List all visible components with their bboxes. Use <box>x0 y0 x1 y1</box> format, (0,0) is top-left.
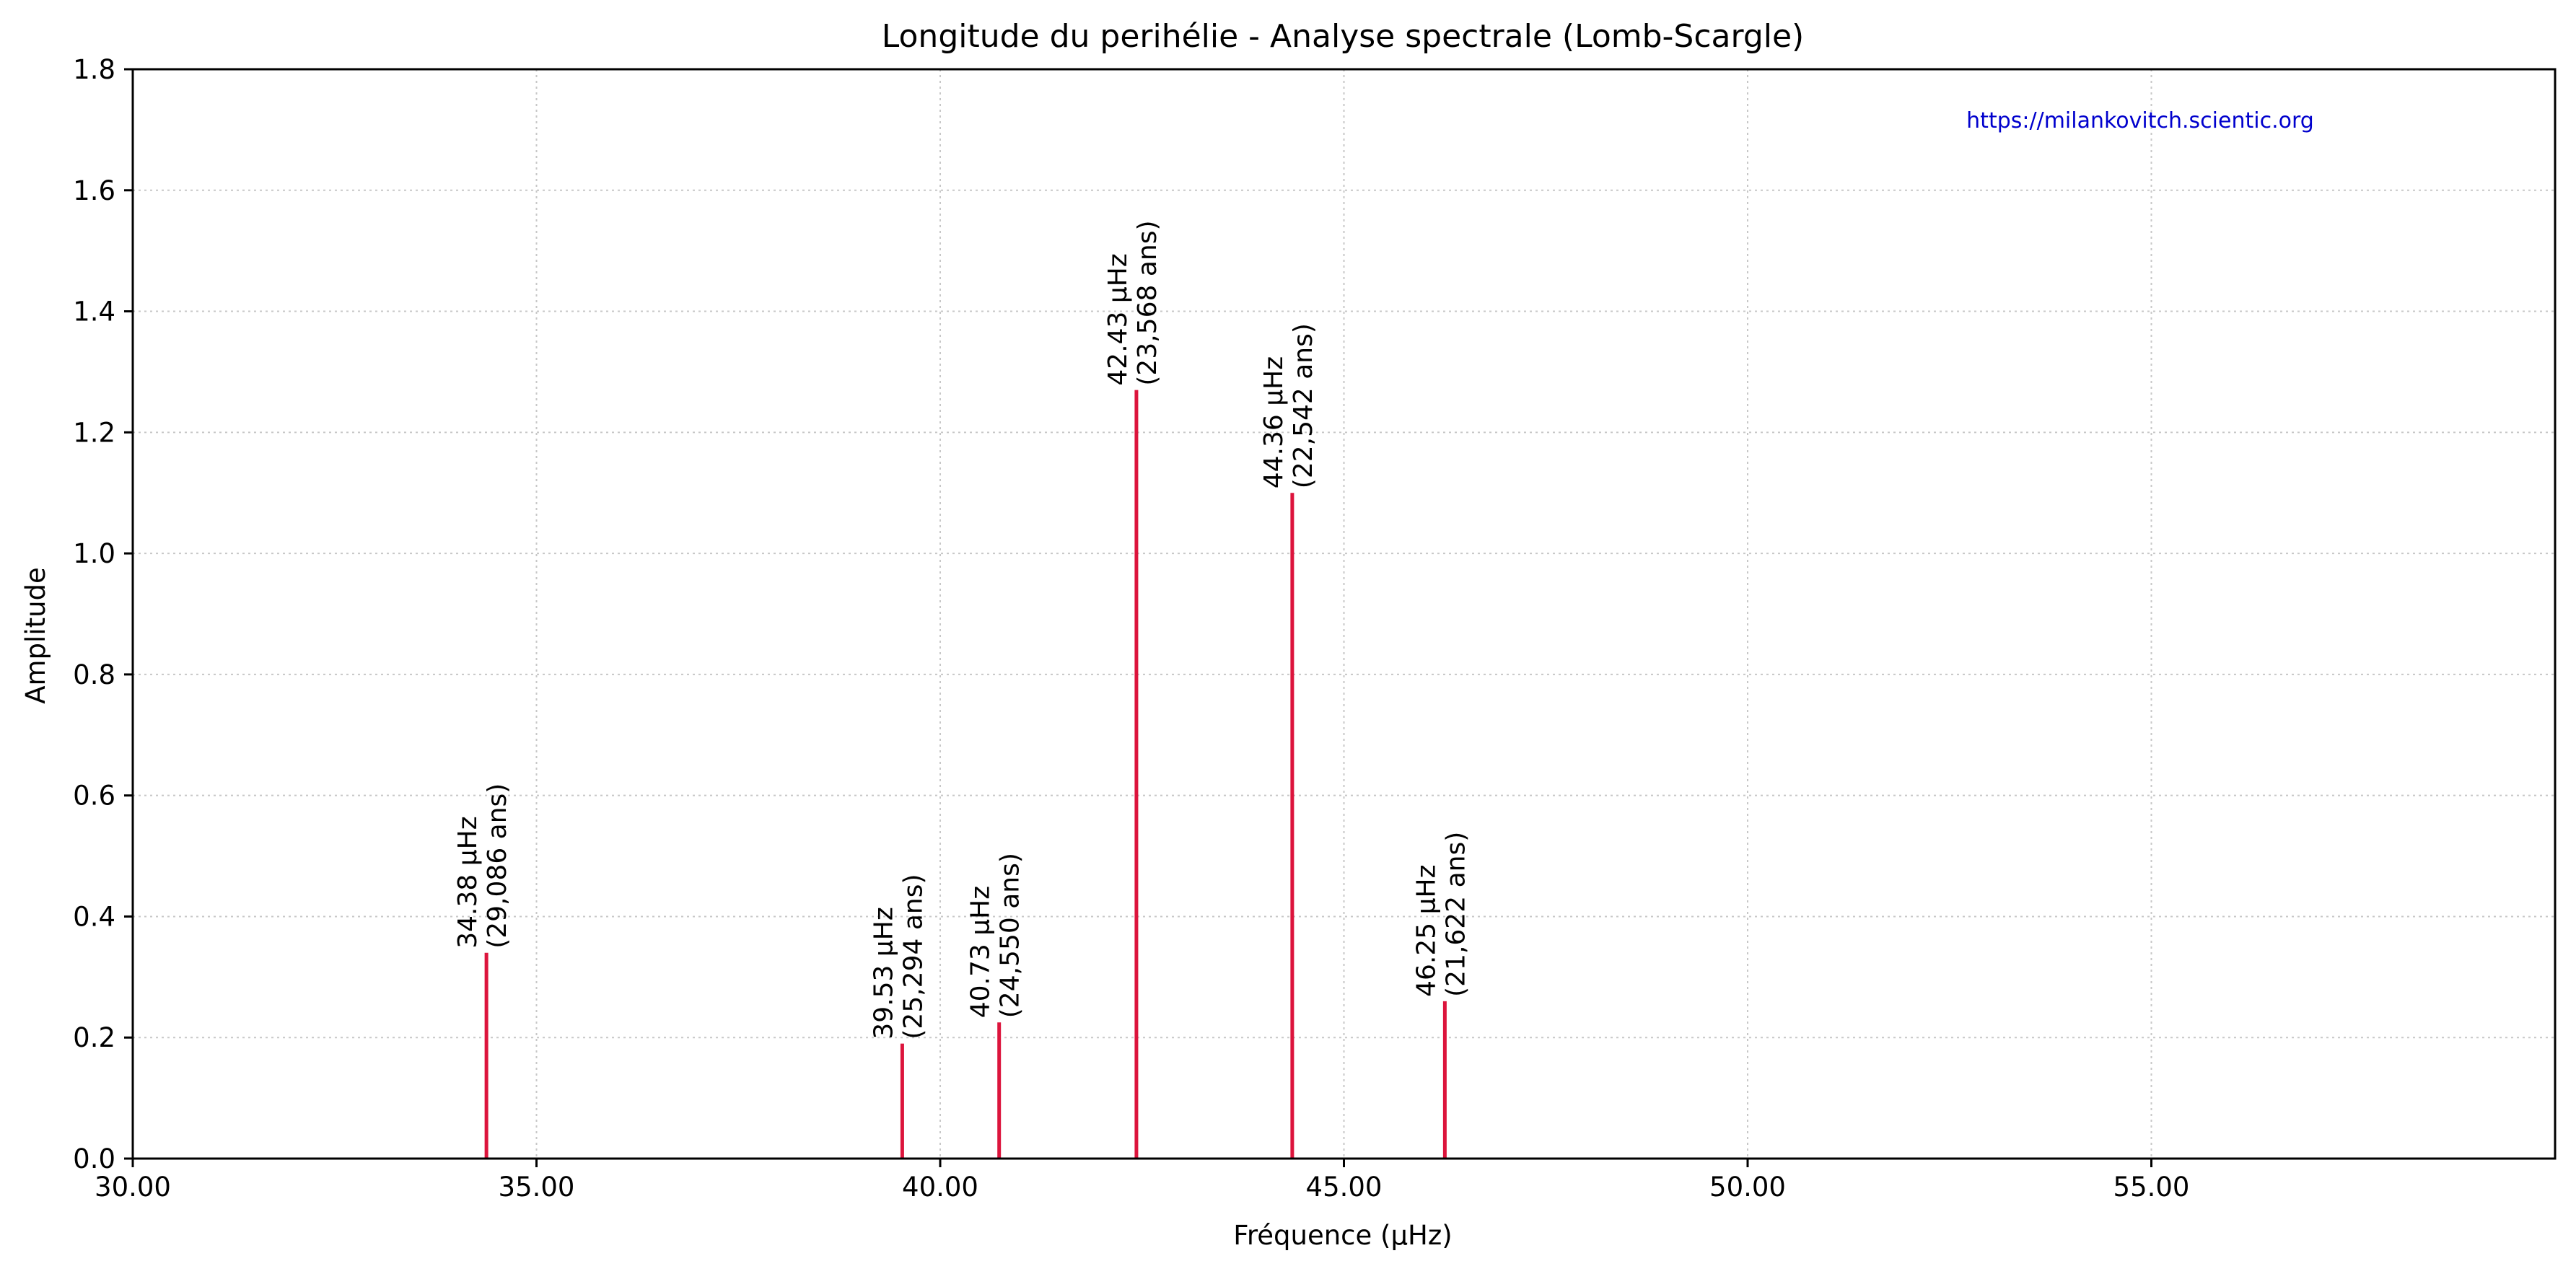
y-tick-label: 0.4 <box>73 901 115 932</box>
peak-freq-label: 44.36 µHz <box>1259 356 1289 488</box>
x-tick-label: 35.00 <box>499 1172 575 1203</box>
peak-label-group: 39.53 µHz (25,294 ans) <box>869 874 928 1039</box>
peak-lines <box>484 390 1447 1159</box>
chart-title: Longitude du perihélie - Analyse spectra… <box>882 18 1804 55</box>
y-tick-label: 1.2 <box>73 417 115 448</box>
peak-label-group: 44.36 µHz (22,542 ans) <box>1259 323 1318 488</box>
y-axis-ticks: 0.0 0.2 0.4 0.6 0.8 1.0 1.2 1.4 1.6 1.8 <box>73 54 133 1174</box>
y-tick-label: 0.2 <box>73 1022 115 1053</box>
peak-freq-label: 40.73 µHz <box>966 886 996 1018</box>
x-tick-label: 50.00 <box>1709 1172 1786 1203</box>
peak-freq-label: 39.53 µHz <box>869 907 898 1039</box>
peak-period-label: (25,294 ans) <box>898 874 928 1039</box>
peak-period-label: (21,622 ans) <box>1441 832 1471 997</box>
source-link[interactable]: https://milankovitch.scientic.org <box>1966 108 2314 133</box>
y-tick-label: 0.8 <box>73 659 115 690</box>
peak-labels: 34.38 µHz (29,086 ans) 39.53 µHz (25,294 an… <box>453 220 1471 1039</box>
y-tick-label: 0.0 <box>73 1143 115 1174</box>
x-tick-label: 40.00 <box>902 1172 978 1203</box>
peak-label-group: 42.43 µHz (23,568 ans) <box>1103 220 1162 385</box>
y-tick-label: 1.4 <box>73 296 115 328</box>
x-tick-label: 45.00 <box>1306 1172 1383 1203</box>
x-tick-label: 55.00 <box>2113 1172 2190 1203</box>
y-tick-label: 1.8 <box>73 54 115 85</box>
peak-label-group: 46.25 µHz (21,622 ans) <box>1411 832 1471 997</box>
y-tick-label: 1.6 <box>73 175 115 206</box>
y-tick-label: 0.6 <box>73 781 115 812</box>
grid <box>133 69 2555 1159</box>
peak-freq-label: 46.25 µHz <box>1411 865 1441 997</box>
peak-period-label: (24,550 ans) <box>996 853 1025 1018</box>
peak-period-label: (29,086 ans) <box>483 783 512 949</box>
x-tick-label: 30.00 <box>95 1172 171 1203</box>
peak-label-group: 34.38 µHz (29,086 ans) <box>453 783 512 949</box>
x-axis-label: Fréquence (µHz) <box>1233 1220 1452 1251</box>
y-tick-label: 1.0 <box>73 538 115 569</box>
peak-period-label: (22,542 ans) <box>1289 323 1318 488</box>
peak-freq-label: 42.43 µHz <box>1103 253 1133 385</box>
peak-period-label: (23,568 ans) <box>1133 220 1162 385</box>
peak-label-group: 40.73 µHz (24,550 ans) <box>966 853 1025 1018</box>
y-axis-label: Amplitude <box>20 567 51 704</box>
x-axis-ticks: 30.00 35.00 40.00 45.00 50.00 55.00 <box>95 1159 2189 1203</box>
peak-freq-label: 34.38 µHz <box>453 816 483 948</box>
